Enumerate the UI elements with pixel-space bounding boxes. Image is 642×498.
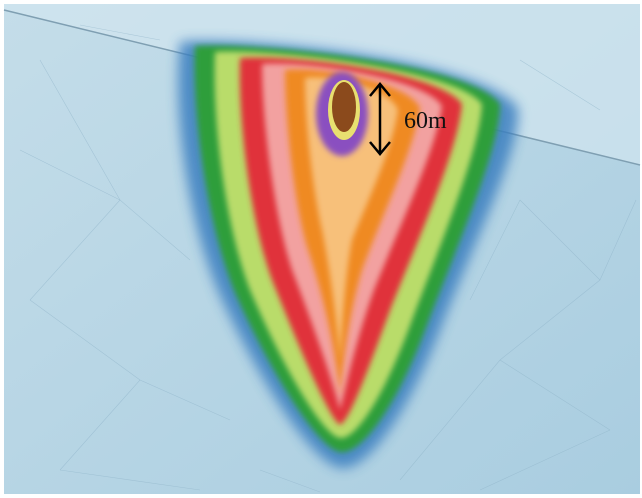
scale-label: 60m <box>404 108 447 134</box>
visualization: 60m <box>0 0 642 498</box>
plume-core <box>332 82 356 132</box>
